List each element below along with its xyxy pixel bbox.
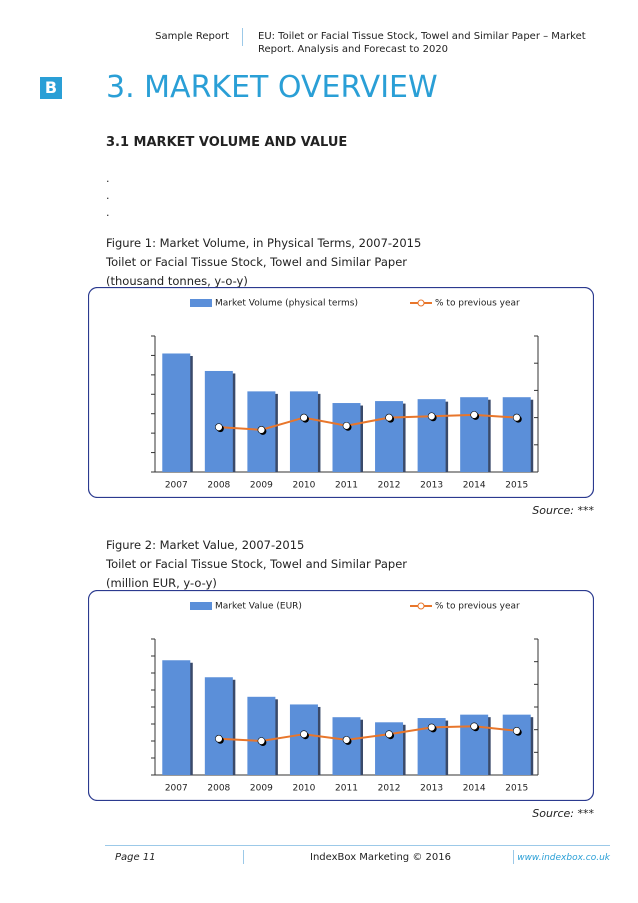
x-tick-label: 2014 [463,481,486,491]
heading: 3. MARKET OVERVIEW [106,70,438,105]
bar [375,722,404,775]
x-tick-label: 2008 [207,784,230,794]
subheading: 3.1 MARKET VOLUME AND VALUE [106,135,348,150]
marker [257,737,266,745]
bar [375,401,404,472]
footer-center: IndexBox Marketing © 2016 [310,852,451,863]
x-tick-label: 2011 [335,784,358,794]
marker [470,722,478,731]
x-tick-label: 2012 [378,784,401,794]
figure-caption: Toilet or Facial Tissue Stock, Towel and… [106,557,407,571]
bar [502,714,531,775]
x-tick-label: 2007 [165,784,188,794]
dot: . [106,172,110,185]
chart: 2007 2008 2009 2010 2011 2012 2013 2014 2015 Mark… [88,287,594,498]
footer-rule [105,845,610,846]
bar [417,399,446,472]
bar [332,717,361,775]
legend-label: Market Volume (physical terms) [215,299,358,309]
figure-source: Source: *** [532,504,594,517]
figure-caption: (thousand tonnes, y-o-y) [106,274,248,288]
x-tick-label: 2015 [505,481,528,491]
figure-caption: (million EUR, y-o-y) [106,576,217,590]
x-tick-label: 2014 [463,784,486,794]
header-left: Sample Report [155,31,229,42]
marker [512,413,521,422]
x-tick-label: 2012 [378,481,401,491]
bar [247,696,276,775]
x-tick-label: 2007 [165,481,188,491]
legend-marker [417,299,425,307]
x-tick-label: 2009 [250,784,273,794]
figure-caption: Toilet or Facial Tissue Stock, Towel and… [106,255,407,269]
bar [162,353,191,472]
legend-marker [417,602,425,610]
bar [204,677,233,775]
marker [300,413,308,422]
x-tick-label: 2009 [250,481,273,491]
legend-label: Market Value (EUR) [215,602,302,612]
figure-caption: Figure 1: Market Volume, in Physical Ter… [106,236,422,250]
line [218,413,517,431]
bar [460,397,489,472]
x-tick-label: 2010 [292,481,315,491]
figure-source: Source: *** [532,807,594,820]
legend-label: % to previous year [435,299,520,309]
bar [332,403,361,472]
x-tick-label: 2013 [420,784,443,794]
footer-url: www.indexbox.co.uk [517,853,610,863]
bar [289,391,318,472]
marker [342,421,351,430]
bar [204,370,233,472]
footer-page: Page 11 [115,852,156,863]
marker [427,723,436,732]
legend-swatch [190,299,212,307]
marker [385,730,393,738]
marker [215,423,223,431]
line [218,725,517,743]
footer-separator [243,850,244,864]
marker [470,411,478,419]
x-tick-label: 2008 [207,481,230,491]
chart: 2007 2008 2009 2010 2011 2012 2013 2014 2015 Mark… [88,590,594,801]
marker [257,426,266,434]
header-right-2: Report. Analysis and Forecast to 2020 [258,44,449,55]
x-tick-label: 2010 [292,784,315,794]
dot: . [106,189,110,202]
x-tick-label: 2011 [335,481,358,491]
legend-swatch [190,602,212,610]
footer-separator [513,850,514,864]
figure-caption: Figure 2: Market Value, 2007-2015 [106,538,305,552]
header-separator [242,28,243,46]
marker [512,727,521,735]
marker [427,412,436,421]
dot: . [106,206,110,219]
marker [215,734,223,743]
bar [162,660,191,775]
x-tick-label: 2013 [420,481,443,491]
bar [289,704,318,775]
marker [385,413,393,422]
bar [502,397,531,472]
marker [300,730,308,738]
x-tick-label: 2015 [505,784,528,794]
legend-label: % to previous year [435,602,520,612]
header-right-1: EU: Toilet or Facial Tissue Stock, Towel… [258,31,586,42]
marker [342,736,351,744]
logo: B [40,77,62,99]
